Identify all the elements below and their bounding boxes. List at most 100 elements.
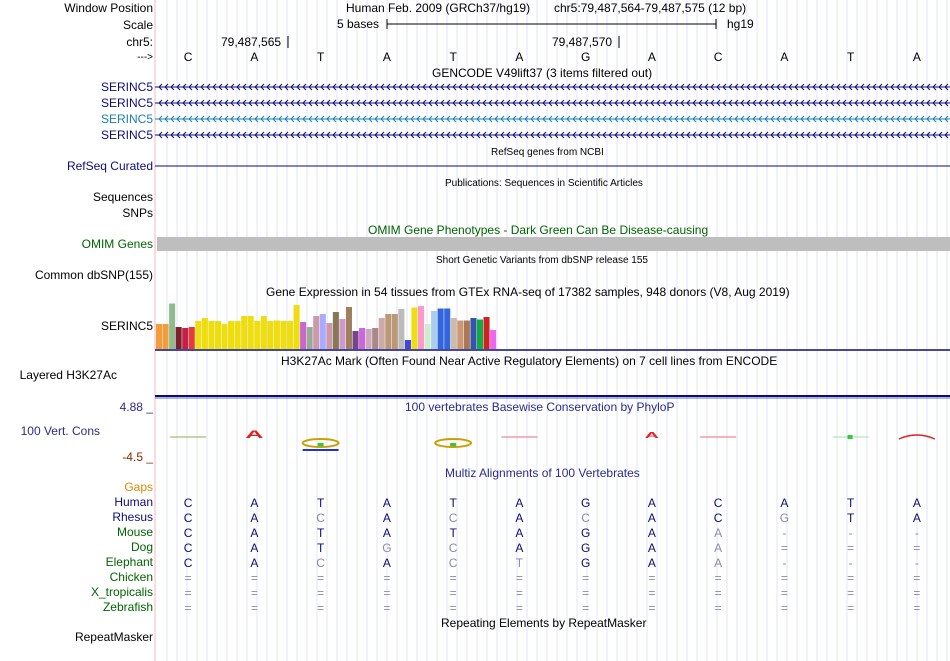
assembly-title[interactable]: Human Feb. 2009 (GRCh37/hg19) [346, 1, 531, 15]
gtex-tissue-bar [339, 319, 346, 349]
strand-arrow-label: ---> [137, 52, 153, 63]
multiz-base: A [383, 496, 391, 510]
gtex-tissue-bar [411, 307, 418, 349]
gencode-strand-chevrons [158, 99, 949, 107]
gtex-track-label[interactable]: SERINC5 [100, 319, 153, 333]
multiz-base: C [184, 511, 193, 525]
phylop-logo-t [450, 443, 457, 446]
publications-snps-label[interactable]: SNPs [122, 206, 153, 220]
gtex-tissue-bar [287, 321, 294, 349]
gtex-tissue-bar [300, 322, 307, 349]
dbsnp-track-label[interactable]: Common dbSNP(155) [34, 268, 153, 282]
ruler-base: T [847, 50, 855, 64]
multiz-base: - [849, 526, 853, 540]
gtex-tissue-bar [162, 324, 169, 349]
gtex-tissue-bar [385, 314, 392, 349]
multiz-base: = [913, 586, 920, 600]
publications-sequences-label[interactable]: Sequences [92, 190, 153, 204]
multiz-base: A [648, 496, 656, 510]
gtex-tissue-bar [359, 328, 366, 349]
multiz-base: - [782, 526, 786, 540]
multiz-gaps-label: Gaps [124, 480, 153, 494]
multiz-species-label[interactable]: Chicken [109, 570, 153, 584]
phylop-logo-letter: A [645, 431, 659, 440]
multiz-base: A [648, 511, 656, 525]
h3k27ac-track-title: H3K27Ac Mark (Often Found Near Active Re… [281, 354, 778, 368]
multiz-base: A [250, 556, 258, 570]
ruler-base: A [383, 50, 391, 64]
gencode-strand-chevrons [158, 83, 949, 91]
multiz-base: T [449, 526, 457, 540]
multiz-base: = [185, 601, 192, 615]
multiz-base: A [250, 526, 258, 540]
multiz-base: A [383, 511, 391, 525]
multiz-base: A [913, 511, 921, 525]
refseq-track-label[interactable]: RefSeq Curated [66, 159, 153, 173]
multiz-base: A [780, 496, 788, 510]
multiz-base: C [184, 556, 193, 570]
omim-track-label[interactable]: OMIM Genes [81, 237, 153, 251]
ruler-base: A [515, 50, 523, 64]
multiz-base: A [714, 541, 722, 555]
gencode-item-label[interactable]: SERINC5 [100, 128, 153, 142]
omim-track-title: OMIM Gene Phenotypes - Dark Green Can Be… [368, 223, 709, 237]
position-readout[interactable]: chr5:79,487,564-79,487,575 (12 bp) [554, 1, 747, 15]
gtex-tissue-bar [352, 331, 359, 349]
multiz-base: A [714, 556, 722, 570]
phylop-logo-letter: A [245, 429, 263, 441]
gtex-tissue-bar [247, 316, 254, 349]
multiz-base: T [317, 496, 325, 510]
multiz-base: - [915, 556, 919, 570]
multiz-species-label[interactable]: Rhesus [112, 510, 153, 524]
gtex-tissue-bar [241, 316, 248, 349]
gencode-item-label[interactable]: SERINC5 [100, 80, 153, 94]
multiz-species-label[interactable]: Zebrafish [102, 600, 153, 614]
gtex-tissue-bar [156, 324, 163, 349]
scale-bar-text: 5 bases [337, 17, 380, 31]
multiz-base: G [780, 511, 789, 525]
multiz-base: C [184, 541, 193, 555]
phylop-max-label: 4.88 _ [119, 400, 153, 414]
multiz-base: T [317, 541, 325, 555]
gtex-tissue-bar [228, 321, 235, 349]
multiz-base: = [251, 571, 258, 585]
multiz-base: = [450, 601, 457, 615]
phylop-score-arc [898, 434, 936, 440]
multiz-base: C [316, 556, 325, 570]
multiz-base: C [184, 526, 193, 540]
gencode-item-label[interactable]: SERINC5 [100, 112, 153, 126]
multiz-base: T [847, 496, 855, 510]
repeatmasker-track-label[interactable]: RepeatMasker [74, 630, 153, 644]
multiz-base: C [449, 541, 458, 555]
multiz-base: A [250, 496, 258, 510]
dbsnp-track-title: Short Genetic Variants from dbSNP releas… [436, 255, 648, 266]
multiz-species-label[interactable]: X_tropicalis [90, 585, 153, 599]
phylop-track-label[interactable]: 100 Vert. Cons [20, 424, 100, 438]
multiz-base: - [849, 556, 853, 570]
multiz-species-label[interactable]: Mouse [116, 525, 153, 539]
gtex-tissue-bar [418, 306, 425, 349]
multiz-species-label[interactable]: Human [114, 495, 153, 509]
h3k27ac-track-label[interactable]: Layered H3K27Ac [19, 368, 117, 382]
multiz-base: T [317, 526, 325, 540]
omim-gene-bar [157, 237, 950, 251]
multiz-base: A [648, 556, 656, 570]
multiz-base: - [915, 526, 919, 540]
multiz-species-label[interactable]: Dog [130, 540, 153, 554]
gtex-tissue-bar [313, 316, 320, 349]
publications-track-title: Publications: Sequences in Scientific Ar… [445, 178, 643, 189]
multiz-species-label[interactable]: Elephant [105, 555, 153, 569]
multiz-base: = [185, 586, 192, 600]
multiz-base: T [516, 556, 524, 570]
multiz-base: = [648, 601, 655, 615]
gtex-track-title: Gene Expression in 54 tissues from GTEx … [266, 285, 790, 299]
gtex-tissue-bar [490, 330, 497, 349]
gtex-tissue-bar [169, 303, 176, 349]
multiz-base: G [581, 541, 590, 555]
multiz-base: G [581, 496, 590, 510]
gtex-tissue-bar [463, 320, 470, 349]
gtex-tissue-bar [280, 321, 287, 349]
gtex-tissue-bar [404, 340, 411, 349]
gencode-item-label[interactable]: SERINC5 [100, 96, 153, 110]
ruler-tick-label-2: 79,487,570 [552, 35, 613, 49]
